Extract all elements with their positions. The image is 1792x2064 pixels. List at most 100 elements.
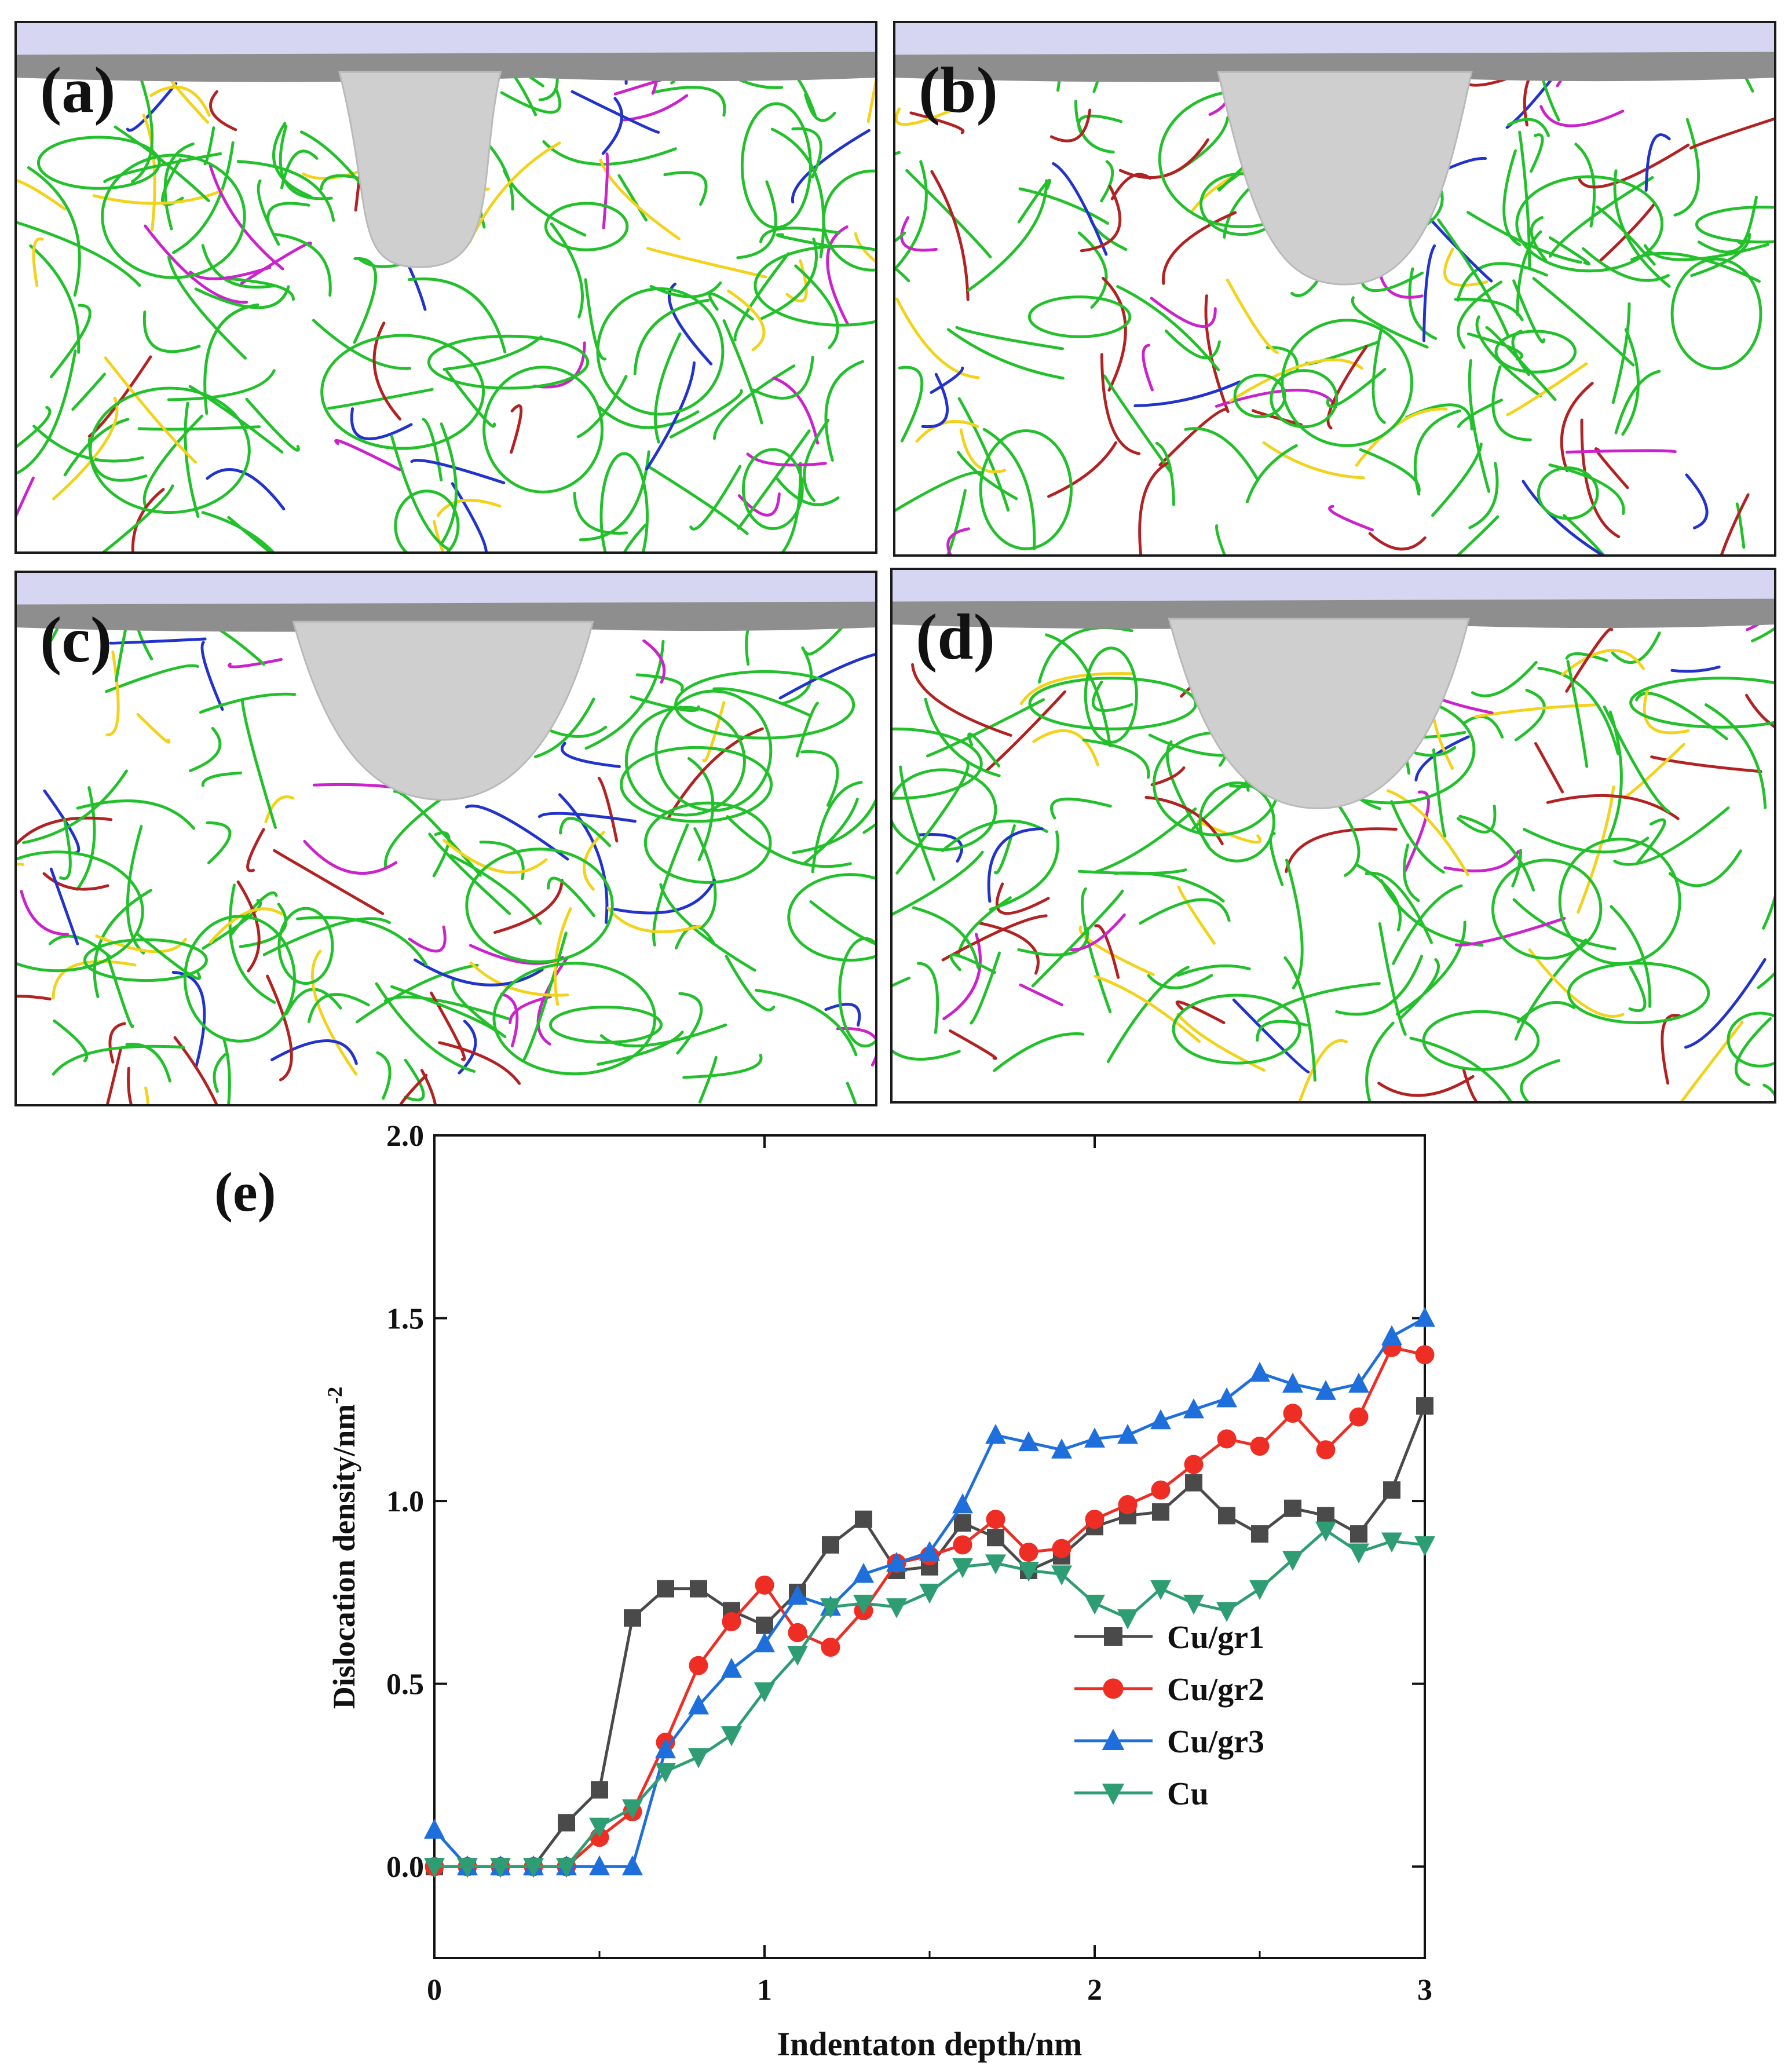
dislocation-segment bbox=[1094, 807, 1197, 874]
dislocation-segment bbox=[550, 222, 584, 319]
dislocation-segment bbox=[1516, 1001, 1575, 1024]
dislocation-segment bbox=[222, 1037, 231, 1104]
dislocation-segment bbox=[1690, 232, 1751, 277]
dislocation-segment bbox=[1326, 368, 1387, 408]
data-point bbox=[1185, 1474, 1202, 1492]
legend-item: Cu/gr2 bbox=[1074, 1672, 1264, 1708]
dislocation-segment bbox=[1468, 462, 1499, 529]
dislocation-segment bbox=[1594, 447, 1629, 489]
dislocation-segment bbox=[1155, 441, 1176, 506]
dislocation-segment bbox=[663, 171, 708, 206]
dislocation-segment bbox=[1158, 407, 1228, 467]
dislocation-segment bbox=[1537, 667, 1620, 755]
dislocation-segment bbox=[1413, 409, 1461, 496]
dislocation-segment bbox=[42, 872, 109, 891]
dislocation-segment bbox=[404, 1058, 425, 1102]
dislocation-segment bbox=[1610, 905, 1652, 1008]
dislocation-loop bbox=[1172, 993, 1301, 1065]
dislocation-segment bbox=[895, 107, 953, 126]
dislocation-segment bbox=[1565, 652, 1608, 662]
x-tick-label: 2 bbox=[1087, 1974, 1102, 2007]
dislocation-segment bbox=[201, 511, 275, 551]
dislocation-segment bbox=[1197, 820, 1261, 844]
dislocation-segment bbox=[1422, 244, 1436, 342]
dislocation-segment bbox=[199, 692, 297, 714]
dislocation-segment bbox=[142, 114, 156, 232]
data-point bbox=[1217, 1429, 1237, 1449]
dislocation-segment bbox=[353, 257, 377, 344]
dislocation-segment bbox=[262, 917, 391, 956]
data-point bbox=[853, 1562, 874, 1583]
data-point bbox=[985, 1424, 1006, 1444]
dislocation-segment bbox=[1635, 692, 1728, 740]
dislocation-segment bbox=[142, 414, 204, 508]
dislocation-segment bbox=[236, 160, 335, 222]
dislocation-segment bbox=[228, 883, 276, 1004]
data-point bbox=[591, 1781, 608, 1799]
axis-ticks: 0 1 2 3 0.0 0.5 1.0 1.5 2.0 bbox=[386, 1120, 1432, 2007]
dislocation-segment bbox=[105, 1046, 123, 1104]
dislocation-segment bbox=[280, 149, 319, 189]
dislocation-segment bbox=[794, 264, 839, 349]
dislocation-segment bbox=[32, 425, 144, 463]
dislocation-segment bbox=[570, 90, 660, 134]
series-group bbox=[424, 1307, 1435, 1878]
data-point bbox=[424, 1818, 445, 1839]
dislocation-segment bbox=[17, 476, 35, 518]
dislocation-segment bbox=[946, 489, 967, 554]
dislocation-segment bbox=[53, 1019, 89, 1062]
dislocation-segment bbox=[1516, 230, 1542, 316]
dislocation-segment bbox=[144, 1086, 149, 1104]
dislocation-loop bbox=[427, 334, 590, 390]
data-point bbox=[954, 1514, 971, 1532]
dislocation-segment bbox=[500, 88, 562, 114]
dislocation-segment bbox=[1150, 297, 1217, 328]
dislocation-segment bbox=[597, 776, 619, 843]
dislocation-segment bbox=[993, 1032, 1085, 1072]
dislocation-segment bbox=[1628, 966, 1647, 1013]
y-axis-label: Dislocation density/nm bbox=[327, 1404, 361, 1709]
surface-band bbox=[893, 598, 1774, 629]
dislocation-segment bbox=[136, 713, 171, 744]
dislocation-segment bbox=[967, 179, 1048, 292]
dislocation-segment bbox=[201, 244, 275, 289]
dislocation-segment bbox=[17, 406, 52, 448]
dislocation-segment bbox=[420, 1069, 437, 1104]
dislocation-segment bbox=[1100, 160, 1114, 203]
dislocation-segment bbox=[356, 963, 479, 1024]
dislocation-segment bbox=[257, 179, 280, 246]
dislocation-segment bbox=[573, 491, 628, 535]
data-point bbox=[424, 1858, 445, 1878]
dislocation-segment bbox=[1285, 827, 1398, 874]
dislocation-segment bbox=[109, 637, 207, 645]
data-point bbox=[1117, 1609, 1138, 1630]
dislocation-segment bbox=[270, 1039, 358, 1065]
dislocation-segment bbox=[1069, 913, 1126, 952]
x-tick-label: 3 bbox=[1417, 1974, 1432, 2007]
dislocation-segment bbox=[266, 974, 293, 1082]
dislocation-segment bbox=[1507, 118, 1550, 137]
dislocation-segment bbox=[1578, 143, 1690, 189]
dislocation-segment bbox=[1528, 948, 1625, 1018]
dislocation-network-a bbox=[17, 23, 875, 551]
panel-label-b: (b) bbox=[919, 54, 998, 126]
data-point bbox=[1152, 1503, 1169, 1521]
dislocation-segment bbox=[1611, 302, 1631, 404]
dislocation-segment bbox=[465, 804, 569, 861]
dislocation-segment bbox=[1515, 688, 1546, 741]
dislocation-segment bbox=[912, 906, 980, 969]
dislocation-loop bbox=[17, 850, 144, 973]
dislocation-segment bbox=[1262, 441, 1365, 480]
dislocation-segment bbox=[698, 1055, 718, 1104]
dislocation-segment bbox=[547, 876, 596, 918]
data-point bbox=[1348, 1372, 1369, 1393]
dislocation-segment bbox=[949, 953, 996, 974]
dislocation-segment bbox=[1403, 790, 1430, 873]
data-point bbox=[1051, 1438, 1072, 1459]
dislocation-segment bbox=[899, 765, 936, 881]
dislocation-segment bbox=[436, 499, 502, 517]
dislocation-segment bbox=[43, 789, 81, 854]
dislocation-segment bbox=[105, 664, 199, 693]
data-point bbox=[886, 1598, 907, 1619]
dislocation-segment bbox=[1106, 966, 1190, 1064]
